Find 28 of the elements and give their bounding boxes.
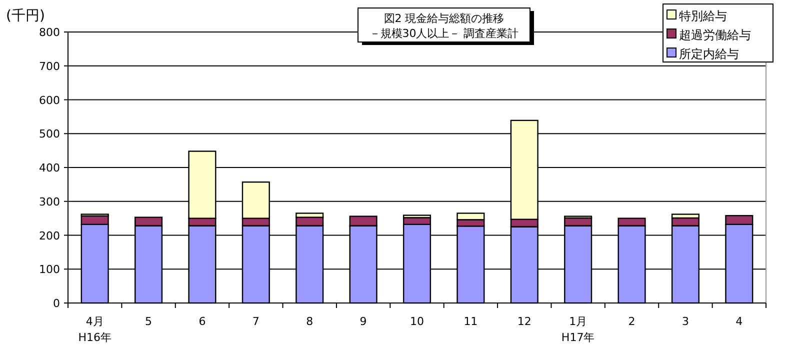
y-tick-label: 300 [39,195,60,208]
y-tick-label: 600 [39,94,60,107]
x-tick-label: 6 [198,315,206,328]
x-tick-label: 12 [517,315,532,328]
legend-label: 特別給与 [679,9,727,23]
x-tick-label: 7 [252,315,260,328]
x-tick-label: 8 [306,315,314,328]
x-tick-label: 9 [360,315,367,328]
x-tick-label: 5 [145,315,152,328]
legend-label: 所定内給与 [679,47,739,61]
chart-subtitle: －規模30人以上－ 調査産業計 [369,27,519,40]
legend-label: 超過労働給与 [679,28,751,42]
x-tick-label: 1月 H17年 [561,315,595,344]
y-axis-title: (千円) [6,8,45,24]
y-tick-label: 700 [39,60,60,73]
y-tick-label: 100 [39,263,60,276]
y-tick-label: 200 [39,229,60,242]
x-tick-label: 10 [410,315,424,328]
y-tick-label: 800 [39,26,60,39]
y-tick-label: 500 [39,128,60,141]
x-tick-label: 2 [628,315,636,328]
y-tick-label: 400 [39,162,60,174]
x-tick-label: 4 [736,315,743,328]
x-tick-label: 11 [464,315,478,328]
y-tick-label: 0 [53,297,60,310]
chart-title: 図2 現金給与総額の推移 [384,12,504,25]
x-tick-label: 3 [682,315,689,328]
x-tick-label: 4月 H16年 [78,315,112,344]
